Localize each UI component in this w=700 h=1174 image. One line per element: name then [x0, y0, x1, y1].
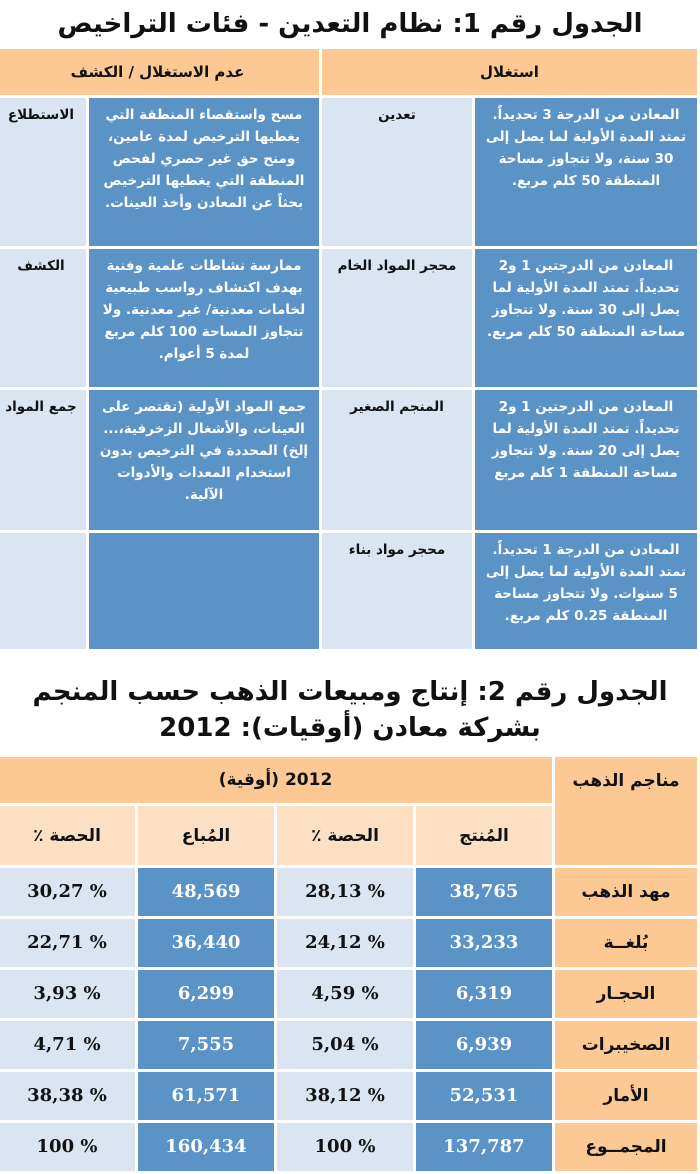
produced-share: % 5,04 — [277, 1021, 413, 1069]
mine-name: بُلغــة — [555, 919, 697, 967]
produced-share: % 100 — [277, 1123, 413, 1171]
sold-share: % 100 — [0, 1123, 135, 1171]
year-header: 2012 (أوقية) — [0, 757, 552, 803]
exploit-desc: المعادن من الدرجتين 1 و2 تحديداً. تمتد ا… — [475, 249, 697, 387]
header-non-exploitation: عدم الاستغلال / الكشف — [0, 49, 319, 95]
explore-desc: ممارسة نشاطات علمية وفنية بهدف اكتشاف رو… — [88, 249, 319, 387]
mines-header: مناجم الذهب — [555, 757, 697, 865]
explore-type — [0, 533, 86, 649]
produced-value: 33,233 — [416, 919, 552, 967]
exploit-type: تعدين — [321, 98, 472, 246]
explore-desc — [88, 533, 319, 649]
col-produced-share: الحصة ٪ — [277, 806, 413, 865]
produced-share: % 24,12 — [277, 919, 413, 967]
table-row: الحجـار 6,319% 4,59 6,299% 3,93 — [0, 970, 697, 1018]
table2-title: الجدول رقم 2: إنتاج ومبيعات الذهب حسب ال… — [0, 652, 700, 754]
produced-share: % 38,12 — [277, 1072, 413, 1120]
col-sold-share: الحصة ٪ — [0, 806, 135, 865]
explore-desc: جمع المواد الأولية (تقتصر على العينات، و… — [88, 390, 319, 530]
header-exploitation: استغلال — [321, 49, 697, 95]
table-row: المجمــوع 137,787% 100 160,434% 100 — [0, 1123, 697, 1171]
mine-name: الحجـار — [555, 970, 697, 1018]
exploit-type: المنجم الصغير — [321, 390, 472, 530]
sold-share: % 3,93 — [0, 970, 135, 1018]
table2-title-line2: بشركة معادن (أوقيات): 2012 — [159, 713, 541, 743]
sold-share: % 38,38 — [0, 1072, 135, 1120]
table2-title-line1: الجدول رقم 2: إنتاج ومبيعات الذهب حسب ال… — [32, 677, 668, 707]
exploit-desc: المعادن من الدرجة 3 تحديداً. تمتد المدة … — [475, 98, 697, 246]
table-row: المعادن من الدرجتين 1 و2 تحديداً. تمتد ا… — [0, 249, 697, 387]
licenses-table: استغلال عدم الاستغلال / الكشف المعادن من… — [0, 46, 700, 652]
gold-production-table: مناجم الذهب 2012 (أوقية) المُنتج الحصة ٪… — [0, 754, 700, 1174]
sold-value: 160,434 — [138, 1123, 274, 1171]
table-row: المعادن من الدرجة 3 تحديداً. تمتد المدة … — [0, 98, 697, 246]
sold-value: 7,555 — [138, 1021, 274, 1069]
mine-name: الأمار — [555, 1072, 697, 1120]
sold-value: 36,440 — [138, 919, 274, 967]
produced-value: 6,939 — [416, 1021, 552, 1069]
table-row: الأمار 52,531% 38,12 61,571% 38,38 — [0, 1072, 697, 1120]
sold-value: 6,299 — [138, 970, 274, 1018]
produced-value: 52,531 — [416, 1072, 552, 1120]
explore-type: الاستطلاع — [0, 98, 86, 246]
table-row: بُلغــة 33,233% 24,12 36,440% 22,71 — [0, 919, 697, 967]
produced-value: 38,765 — [416, 868, 552, 916]
table-row: الصخيبرات 6,939% 5,04 7,555% 4,71 — [0, 1021, 697, 1069]
explore-type: الكشف — [0, 249, 86, 387]
exploit-type: محجر المواد الخام — [321, 249, 472, 387]
sold-share: % 22,71 — [0, 919, 135, 967]
explore-type: جمع المواد — [0, 390, 86, 530]
produced-value: 137,787 — [416, 1123, 552, 1171]
produced-value: 6,319 — [416, 970, 552, 1018]
table-row: المعادن من الدرجتين 1 و2 تحديداً. تمتد ا… — [0, 390, 697, 530]
sold-share: % 30,27 — [0, 868, 135, 916]
exploit-desc: المعادن من الدرجة 1 تحديداً. تمتد المدة … — [475, 533, 697, 649]
produced-share: % 4,59 — [277, 970, 413, 1018]
table-row: مهد الذهب 38,765% 28,13 48,569% 30,27 — [0, 868, 697, 916]
explore-desc: مسح واستقصاء المنطقة التي يغطيها الترخيص… — [88, 98, 319, 246]
table1-title: الجدول رقم 1: نظام التعدين - فئات التراخ… — [57, 9, 643, 39]
sold-value: 48,569 — [138, 868, 274, 916]
exploit-desc: المعادن من الدرجتين 1 و2 تحديداً. تمتد ا… — [475, 390, 697, 530]
mine-name: مهد الذهب — [555, 868, 697, 916]
col-produced: المُنتج — [416, 806, 552, 865]
sold-value: 61,571 — [138, 1072, 274, 1120]
mine-name: المجمــوع — [555, 1123, 697, 1171]
sold-share: % 4,71 — [0, 1021, 135, 1069]
col-sold: المُباع — [138, 806, 274, 865]
mine-name: الصخيبرات — [555, 1021, 697, 1069]
exploit-type: محجر مواد بناء — [321, 533, 472, 649]
table-row: المعادن من الدرجة 1 تحديداً. تمتد المدة … — [0, 533, 697, 649]
produced-share: % 28,13 — [277, 868, 413, 916]
